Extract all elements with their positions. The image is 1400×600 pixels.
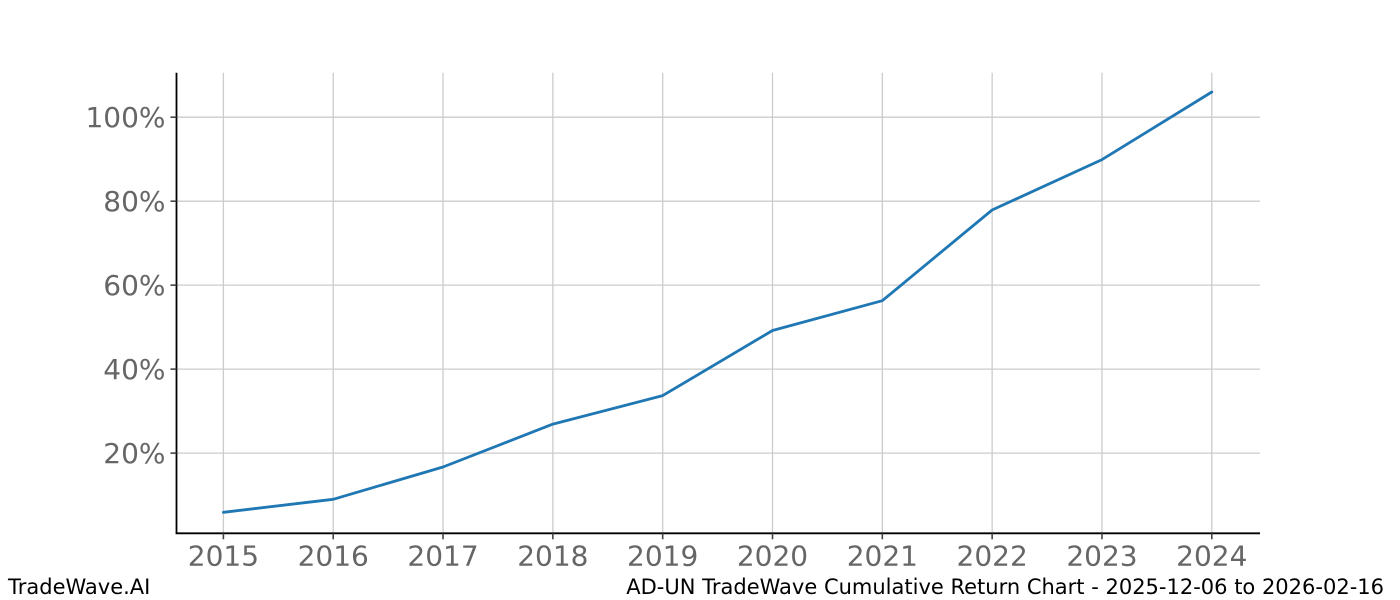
x-tick-label: 2022 [957,539,1028,572]
y-tick-label: 20% [103,437,165,470]
return-line [221,90,1214,514]
chart-caption: AD-UN TradeWave Cumulative Return Chart … [626,575,1384,599]
y-tick-label: 40% [103,353,165,386]
x-tick-label: 2017 [407,539,478,572]
x-tick-label: 2021 [847,539,918,572]
x-tick-label: 2018 [517,539,588,572]
x-tick-label: 2016 [298,539,369,572]
x-tick-label: 2015 [188,539,259,572]
x-tick-label: 2023 [1066,539,1137,572]
x-tick-label: 2024 [1176,539,1247,572]
brand-label: TradeWave.AI [8,575,151,599]
x-tick-label: 2020 [737,539,808,572]
y-tick-label: 60% [103,269,165,302]
y-tick-label: 100% [85,101,165,134]
x-tick-label: 2019 [627,539,698,572]
y-tick-label: 80% [103,185,165,218]
